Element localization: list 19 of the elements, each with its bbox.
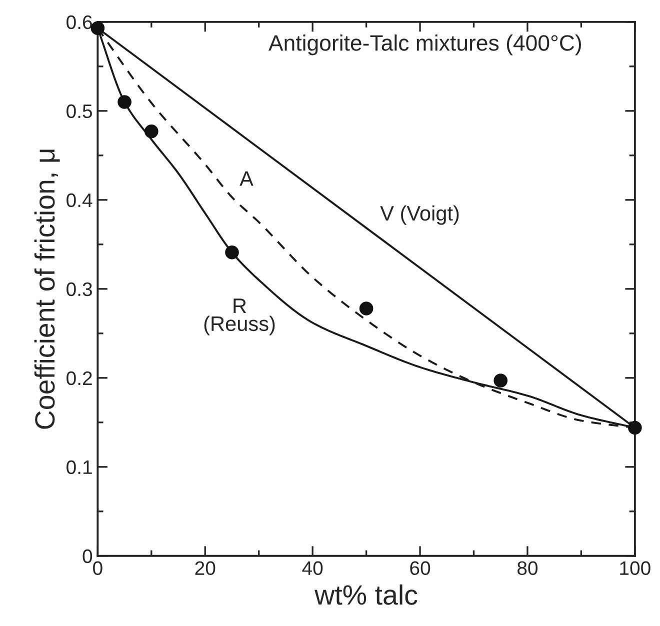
x-tick-label: 40 [302,561,323,576]
y-tick-label: 0.5 [66,104,92,118]
y-tick-label: 0.4 [66,193,92,208]
text: Antigorite-Talc mixtures (400°C) [268,34,581,56]
y-tick-label: 0.1 [66,460,92,474]
y-tick-label: 0.3 [66,282,92,296]
series-label: A [240,171,254,186]
series-label: V (Voigt) [380,205,459,225]
x-axis-title: wt% talc [314,584,418,605]
x-tick-label: 20 [195,561,216,576]
x-tick-label: 80 [518,561,538,576]
series-label: R (Reuss) [204,298,275,336]
x-tick-label: 60 [410,561,430,576]
y-tick-label: 0 [82,549,92,564]
x-tick-label: 100 [620,561,650,576]
y-axis-title: Coefficient of friction, μ [34,150,60,429]
y-tick-label: 0.6 [66,15,92,30]
x-tick-label: 0 [93,561,102,576]
y-tick-label: 0.2 [66,371,92,386]
